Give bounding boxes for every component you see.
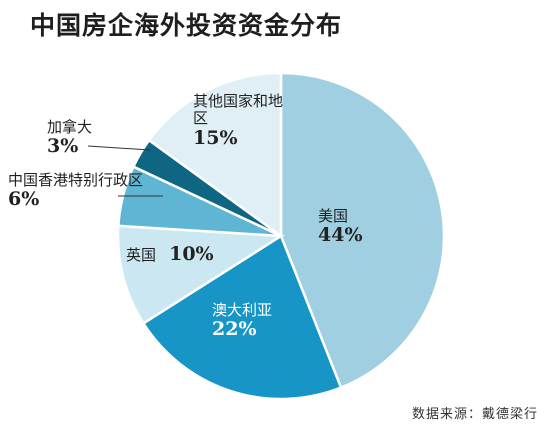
- label-canada: 加拿大 3%: [47, 118, 93, 158]
- pie-slice-others: [147, 71, 283, 239]
- chart-title: 中国房企海外投资资金分布: [30, 11, 343, 40]
- pie-slice-australia: [141, 234, 343, 401]
- leader-line-canada: [87, 145, 151, 151]
- pie-slice-usa: [279, 71, 446, 390]
- pie-slice-uk: [116, 224, 285, 326]
- label-uk: 英国 10%: [126, 243, 214, 265]
- label-others: 其他国家和地区 15%: [193, 92, 284, 149]
- label-usa: 美国 44%: [318, 207, 363, 247]
- label-australia: 澳大利亚 22%: [212, 301, 273, 341]
- data-source: 数据来源：戴德梁行: [411, 407, 538, 422]
- label-hong-kong: 中国香港特别行政区 6%: [8, 171, 144, 211]
